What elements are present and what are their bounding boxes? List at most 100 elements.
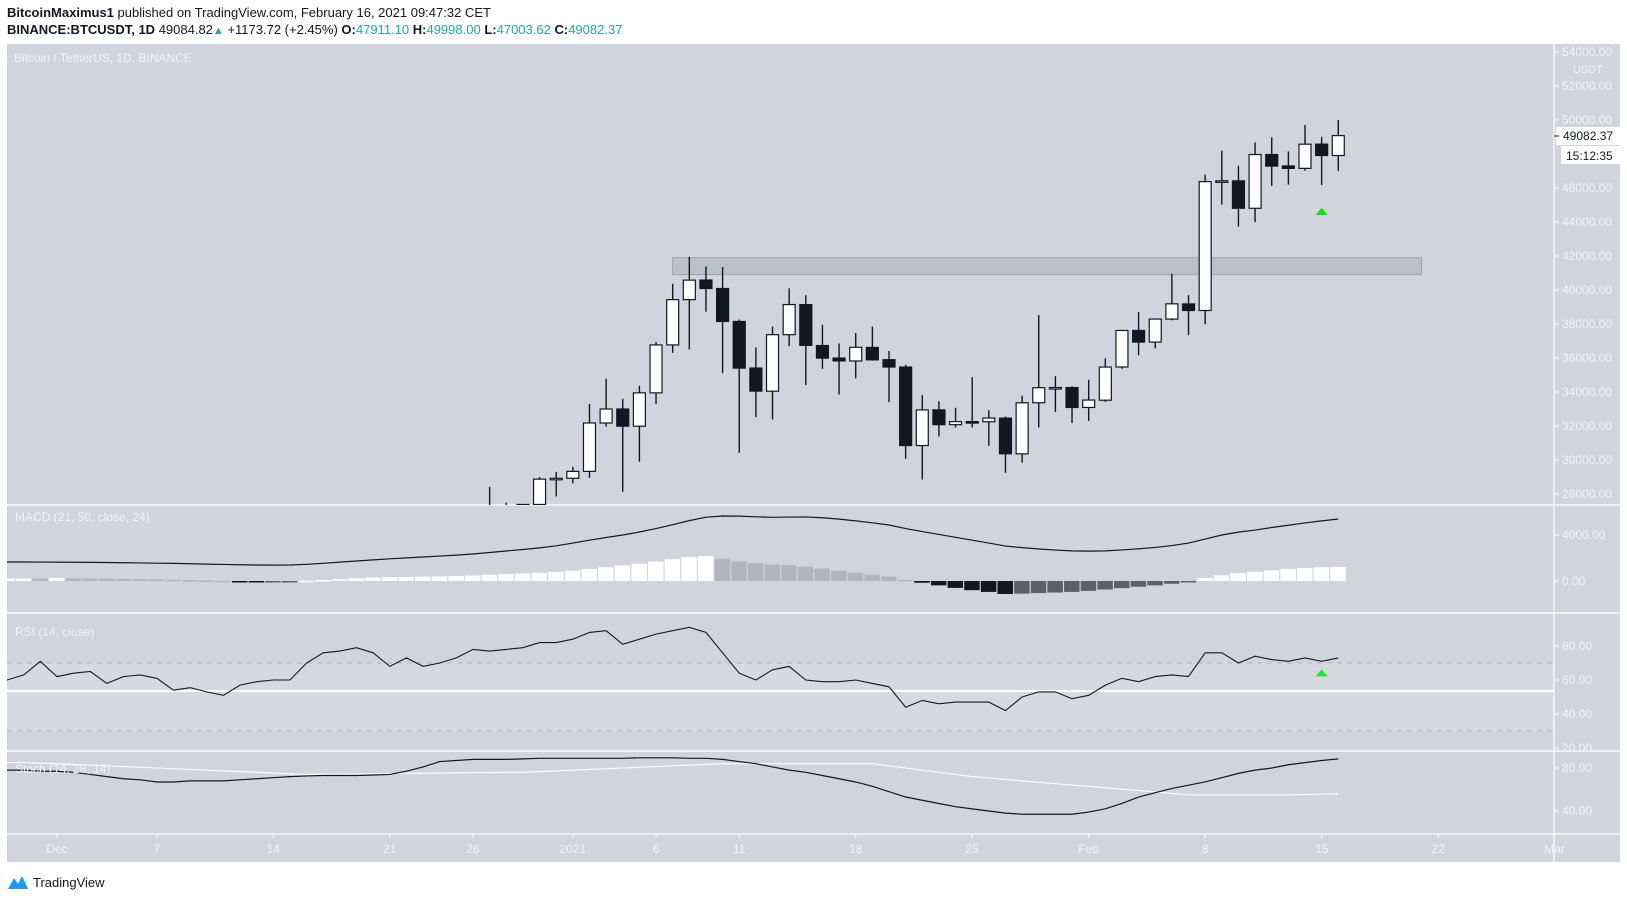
axes[interactable]: 54000.00 52000.00 50000.00 46000.00 44000.00… <box>46 45 1612 856</box>
macd-tick-label: 4000.00 <box>1562 528 1606 542</box>
candle-up[interactable] <box>982 417 996 423</box>
candle-up[interactable] <box>1115 329 1129 368</box>
macd-histogram-bar <box>797 566 814 581</box>
candle-up[interactable] <box>516 503 530 509</box>
currency-label: USDT <box>1573 64 1603 76</box>
candle-down[interactable] <box>932 409 946 426</box>
macd-histogram-bar <box>1180 581 1197 583</box>
last-price-label: 49082.37 <box>1563 129 1613 143</box>
author-name[interactable]: BitcoinMaximus1 <box>7 5 114 20</box>
time-tick-label: 21 <box>383 842 397 856</box>
candle-up[interactable] <box>849 346 863 362</box>
macd-pane[interactable] <box>0 515 1346 594</box>
macd-histogram-bar <box>1163 581 1180 584</box>
macd-histogram-bar <box>415 576 431 581</box>
candle-down[interactable] <box>715 287 730 323</box>
candle-down[interactable] <box>1281 165 1295 169</box>
price-tick-label: 38000.00 <box>1562 317 1612 331</box>
candle-down[interactable] <box>616 408 630 427</box>
macd-histogram-bar <box>198 580 215 582</box>
publish-info: BitcoinMaximus1 published on TradingView… <box>7 5 491 20</box>
candle-up[interactable] <box>1331 135 1345 157</box>
macd-histogram-bar <box>265 581 281 583</box>
symbol-info: BINANCE:BTCUSDT, 1D 49084.82▲ +1173.72 (… <box>7 22 622 37</box>
macd-histogram-bar <box>65 578 82 581</box>
macd-histogram-bar <box>847 572 864 581</box>
candle-up[interactable] <box>1098 366 1112 401</box>
candle-up[interactable] <box>649 344 663 394</box>
countdown-box <box>1561 146 1620 164</box>
candle-down[interactable] <box>998 417 1013 455</box>
candle-up[interactable] <box>1148 318 1162 343</box>
resistance-zone[interactable] <box>672 257 1422 276</box>
candle-up[interactable] <box>1215 180 1229 183</box>
time-tick-label: 11 <box>733 842 746 856</box>
rsi-pane[interactable] <box>7 626 1554 732</box>
price-tick-label: 46000.00 <box>1562 181 1612 195</box>
candle-up[interactable] <box>582 422 597 472</box>
up-triangle-icon: ▲ <box>212 25 224 37</box>
candle-up[interactable] <box>1082 399 1096 409</box>
candle-up[interactable] <box>1165 303 1179 320</box>
candle-down[interactable] <box>899 366 913 447</box>
candle-down[interactable] <box>799 304 813 346</box>
candle-up[interactable] <box>532 478 547 505</box>
candle-up[interactable] <box>549 477 563 481</box>
candle-up[interactable] <box>948 420 963 426</box>
macd-histogram-bar <box>1064 581 1080 592</box>
macd-histogram-bar <box>897 579 914 582</box>
candle-down[interactable] <box>699 279 713 290</box>
candle-down[interactable] <box>1265 153 1279 167</box>
candle-up[interactable] <box>782 303 796 336</box>
candle-up[interactable] <box>1248 153 1262 209</box>
published-text: published on TradingView.com, February 1… <box>117 5 491 20</box>
tradingview-logo[interactable]: TradingView <box>7 874 105 890</box>
candle-down[interactable] <box>965 420 979 424</box>
candle-up[interactable] <box>1015 402 1029 455</box>
low-value: 47003.62 <box>496 22 551 37</box>
candle-up[interactable] <box>915 409 929 447</box>
macd-histogram-bar <box>398 576 414 581</box>
candle-up[interactable] <box>1048 386 1063 390</box>
candle-up[interactable] <box>1298 143 1312 169</box>
candle-up[interactable] <box>599 408 613 424</box>
candle-down[interactable] <box>815 344 830 359</box>
stoch-tick-label: 80.00 <box>1562 761 1592 775</box>
macd-histogram-bar <box>1247 571 1263 581</box>
macd-histogram-bar <box>581 568 597 581</box>
candle-down[interactable] <box>882 359 896 368</box>
macd-histogram-bar <box>997 581 1013 594</box>
macd-histogram-bar <box>1297 568 1313 581</box>
candle-down[interactable] <box>1315 143 1329 157</box>
price-pane[interactable] <box>1 120 1422 683</box>
stoch-pane[interactable] <box>7 757 1339 815</box>
price-change: +1173.72 (+2.45%) <box>227 22 338 37</box>
candle-up[interactable] <box>682 279 696 301</box>
candle-down[interactable] <box>1181 303 1196 312</box>
macd-histogram-bar <box>914 581 930 583</box>
candle-down[interactable] <box>732 320 746 369</box>
candle-down[interactable] <box>832 357 846 362</box>
candle-up[interactable] <box>1198 181 1212 312</box>
macd-histogram-bar <box>1197 578 1213 581</box>
candle-up[interactable] <box>632 392 647 427</box>
macd-histogram-bar <box>1280 568 1296 581</box>
time-tick-label: 18 <box>849 842 863 856</box>
candle-down[interactable] <box>1065 386 1079 409</box>
candle-up[interactable] <box>1032 387 1046 404</box>
high-label: H: <box>412 22 427 37</box>
candle-down[interactable] <box>1131 329 1146 343</box>
candle-down[interactable] <box>749 367 763 392</box>
macd-histogram-bar <box>548 571 564 581</box>
candle-down[interactable] <box>865 346 879 361</box>
candle-down[interactable] <box>1231 180 1246 209</box>
macd-histogram-bar <box>531 572 548 581</box>
price-tick-label: 50000.00 <box>1562 113 1612 127</box>
candle-up[interactable] <box>765 334 780 392</box>
candle-up[interactable] <box>566 470 580 479</box>
candle-up[interactable] <box>666 299 680 346</box>
macd-histogram-bar <box>1213 575 1230 581</box>
last-price-box <box>1556 127 1620 145</box>
price-tick-label: 40000.00 <box>1562 283 1612 297</box>
